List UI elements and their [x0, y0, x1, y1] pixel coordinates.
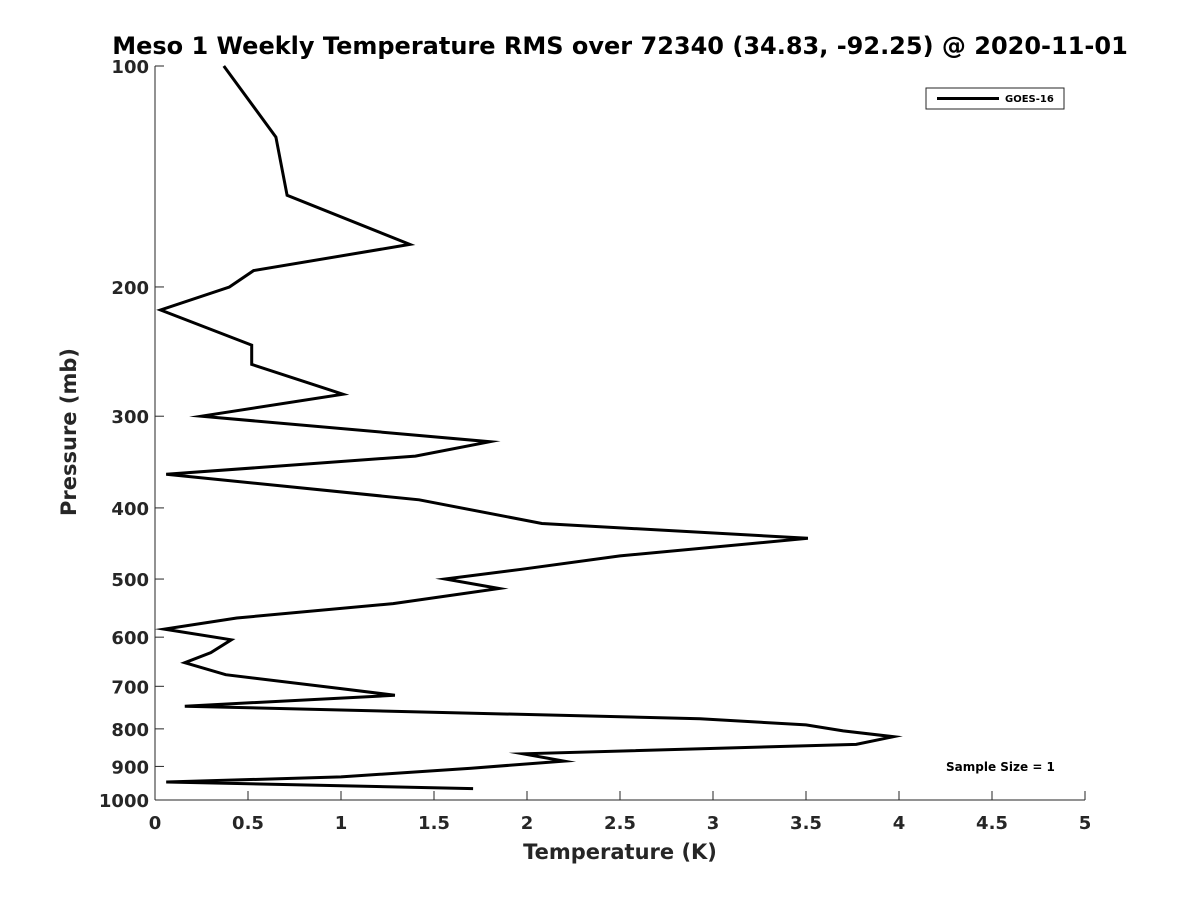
x-tick-label: 4	[893, 813, 906, 834]
chart-title: Meso 1 Weekly Temperature RMS over 72340…	[112, 32, 1128, 60]
y-tick-label: 100	[111, 57, 149, 78]
y-tick-label: 600	[111, 628, 149, 649]
x-tick-label: 4.5	[976, 813, 1008, 834]
sample-size-annotation: Sample Size = 1	[946, 760, 1055, 774]
x-tick-label: 3.5	[790, 813, 822, 834]
legend-label: GOES-16	[1005, 94, 1054, 105]
x-axis-label: Temperature (K)	[523, 840, 717, 864]
y-tick-label: 300	[111, 407, 149, 428]
x-tick-label: 1	[335, 813, 348, 834]
x-tick-label: 0.5	[232, 813, 264, 834]
x-tick-label: 3	[707, 813, 720, 834]
x-tick-label: 2	[521, 813, 534, 834]
series-line-0	[154, 65, 903, 791]
legend: GOES-16	[925, 87, 1065, 110]
y-axis-label: Pressure (mb)	[57, 348, 81, 516]
y-tick-label: 200	[111, 278, 149, 299]
y-tick-label: 500	[111, 570, 149, 591]
y-tick-label: 700	[111, 677, 149, 698]
y-tick-label: 900	[111, 757, 149, 778]
series-group	[154, 65, 903, 791]
x-tick-label: 2.5	[604, 813, 636, 834]
plot-axes: 0 0.5 1 1.5 2 2.5 3 3.5 4 4.5 5 100 200 300 400 500 600 7…	[99, 57, 1091, 834]
y-tick-label: 400	[111, 499, 149, 520]
y-tick-label: 800	[111, 720, 149, 741]
y-tick-label: 1000	[99, 791, 149, 812]
x-tick-label: 0	[149, 813, 162, 834]
x-tick-label: 1.5	[418, 813, 450, 834]
x-tick-label: 5	[1079, 813, 1092, 834]
